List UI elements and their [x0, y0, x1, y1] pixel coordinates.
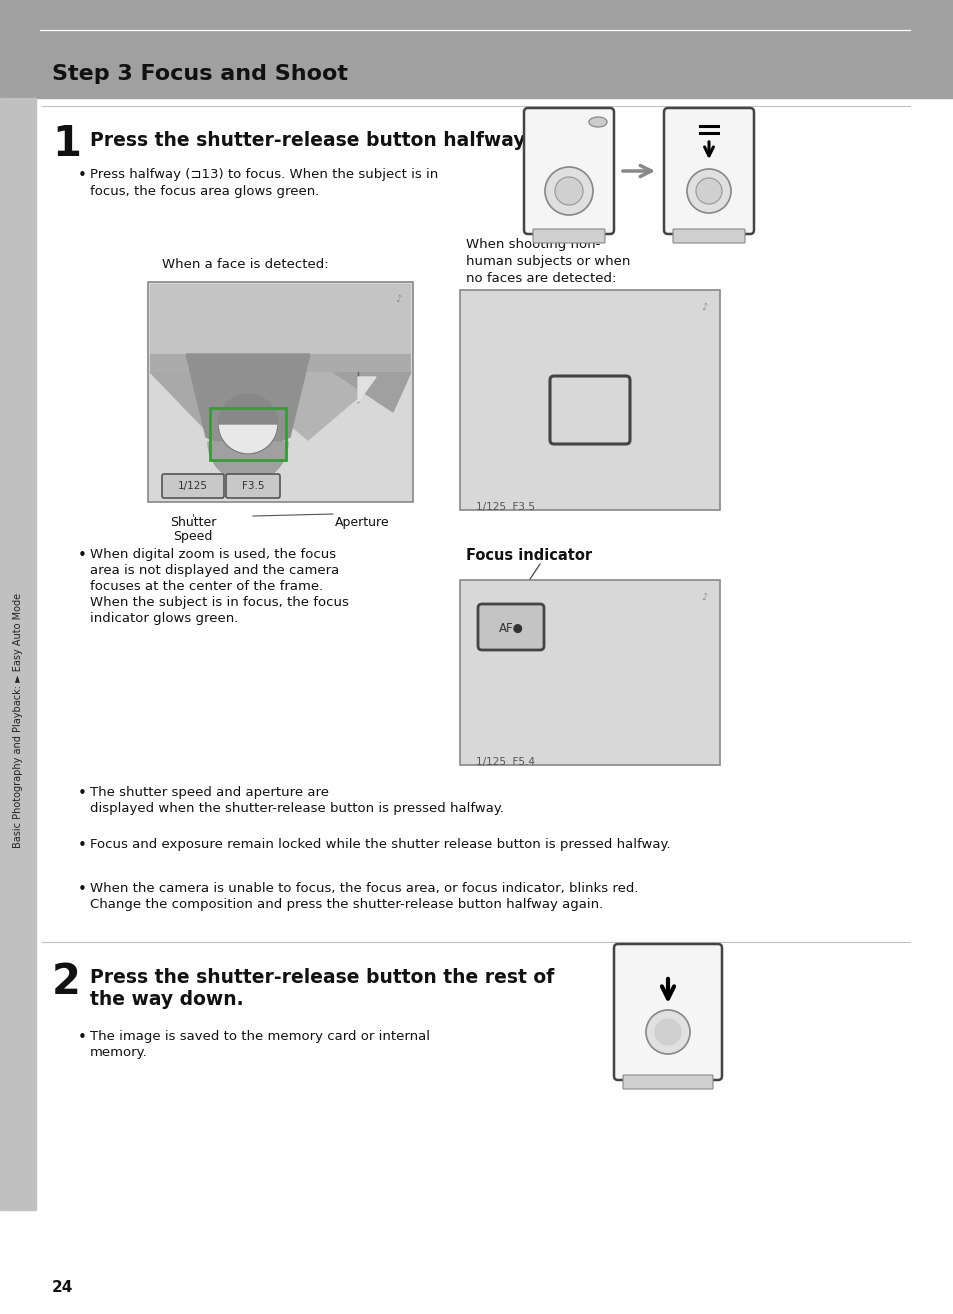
FancyBboxPatch shape — [663, 108, 753, 234]
Ellipse shape — [588, 117, 606, 127]
Text: 1/125: 1/125 — [178, 481, 208, 491]
Text: Aperture: Aperture — [335, 516, 389, 530]
Polygon shape — [228, 372, 388, 440]
Text: Step 3 Focus and Shoot: Step 3 Focus and Shoot — [52, 64, 348, 84]
Text: Press the shutter-release button the rest of: Press the shutter-release button the res… — [90, 968, 554, 987]
FancyArrowPatch shape — [622, 166, 651, 176]
Text: ♪: ♪ — [395, 294, 400, 304]
Text: When the subject is in focus, the focus: When the subject is in focus, the focus — [90, 597, 349, 608]
Bar — [0, 0, 953, 99]
Text: Press the shutter-release button halfway.: Press the shutter-release button halfway… — [90, 130, 530, 150]
Text: focuses at the center of the frame.: focuses at the center of the frame. — [90, 579, 323, 593]
Text: Focus indicator: Focus indicator — [465, 548, 592, 562]
Text: Press halfway (⊐13) to focus. When the subject is in: Press halfway (⊐13) to focus. When the s… — [90, 168, 437, 181]
Text: displayed when the shutter-release button is pressed halfway.: displayed when the shutter-release butto… — [90, 802, 503, 815]
Bar — [459, 290, 720, 510]
Text: 1/125  F3.5: 1/125 F3.5 — [476, 502, 535, 512]
Text: 2: 2 — [52, 961, 81, 1003]
Text: The shutter speed and aperture are: The shutter speed and aperture are — [90, 786, 329, 799]
FancyBboxPatch shape — [226, 474, 280, 498]
FancyBboxPatch shape — [162, 474, 224, 498]
Circle shape — [686, 170, 730, 213]
Text: When digital zoom is used, the focus: When digital zoom is used, the focus — [90, 548, 335, 561]
Polygon shape — [333, 372, 411, 413]
Wedge shape — [218, 394, 277, 424]
FancyArrowPatch shape — [704, 142, 713, 156]
FancyBboxPatch shape — [614, 943, 721, 1080]
Text: Speed: Speed — [173, 530, 213, 543]
Bar — [459, 579, 720, 765]
Text: When shooting non-: When shooting non- — [465, 238, 599, 251]
Text: ♪: ♪ — [700, 302, 706, 311]
Text: •: • — [78, 168, 87, 183]
Text: indicator glows green.: indicator glows green. — [90, 612, 238, 625]
FancyBboxPatch shape — [622, 1075, 712, 1089]
Text: •: • — [78, 838, 87, 853]
Text: memory.: memory. — [90, 1046, 148, 1059]
FancyBboxPatch shape — [477, 604, 543, 650]
Text: •: • — [78, 882, 87, 897]
Text: 1: 1 — [52, 124, 81, 166]
FancyArrowPatch shape — [661, 979, 674, 999]
Circle shape — [696, 177, 721, 204]
Text: •: • — [78, 786, 87, 802]
Text: Change the composition and press the shutter-release button halfway again.: Change the composition and press the shu… — [90, 897, 602, 911]
Text: Focus and exposure remain locked while the shutter release button is pressed hal: Focus and exposure remain locked while t… — [90, 838, 670, 851]
Bar — [0, 99, 36, 1210]
Polygon shape — [150, 372, 263, 427]
Bar — [150, 284, 411, 372]
Polygon shape — [357, 377, 375, 402]
Bar — [210, 409, 286, 460]
Circle shape — [218, 394, 277, 455]
Text: no faces are detected:: no faces are detected: — [465, 272, 616, 285]
Text: F3.5: F3.5 — [241, 481, 264, 491]
Text: •: • — [78, 548, 87, 562]
Text: 1/125  F5.4: 1/125 F5.4 — [476, 757, 535, 767]
Polygon shape — [186, 353, 310, 449]
Circle shape — [655, 1018, 680, 1045]
Text: focus, the focus area glows green.: focus, the focus area glows green. — [90, 185, 319, 198]
Circle shape — [555, 177, 582, 205]
Text: human subjects or when: human subjects or when — [465, 255, 630, 268]
FancyBboxPatch shape — [533, 229, 604, 243]
Wedge shape — [208, 442, 288, 482]
Circle shape — [645, 1010, 689, 1054]
Text: AF●: AF● — [498, 622, 523, 635]
Text: When a face is detected:: When a face is detected: — [162, 258, 328, 271]
FancyBboxPatch shape — [523, 108, 614, 234]
FancyBboxPatch shape — [672, 229, 744, 243]
Bar — [150, 353, 411, 372]
Text: ♪: ♪ — [700, 593, 706, 602]
Text: When the camera is unable to focus, the focus area, or focus indicator, blinks r: When the camera is unable to focus, the … — [90, 882, 638, 895]
Bar — [148, 283, 413, 502]
Text: area is not displayed and the camera: area is not displayed and the camera — [90, 564, 339, 577]
Text: The image is saved to the memory card or internal: The image is saved to the memory card or… — [90, 1030, 430, 1043]
Text: Basic Photography and Playback: ► Easy Auto Mode: Basic Photography and Playback: ► Easy A… — [13, 593, 23, 848]
Circle shape — [544, 167, 593, 215]
Text: the way down.: the way down. — [90, 989, 243, 1009]
Text: 24: 24 — [52, 1280, 73, 1294]
Text: •: • — [78, 1030, 87, 1045]
Text: Shutter: Shutter — [170, 516, 216, 530]
